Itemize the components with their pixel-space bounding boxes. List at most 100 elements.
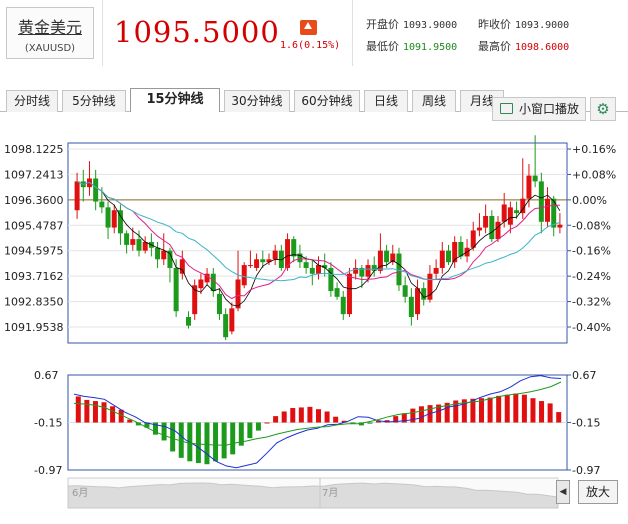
candle-body xyxy=(297,253,303,263)
ma-line-black xyxy=(76,181,561,307)
indicator-bar xyxy=(530,398,536,423)
indicator-bar xyxy=(547,403,553,423)
indicator-bar xyxy=(204,422,210,465)
open-price: 开盘价 1093.9000 xyxy=(366,16,457,32)
tab-intraday[interactable]: 分时线 xyxy=(6,90,58,112)
tab-15min[interactable]: 15分钟线 xyxy=(130,88,220,112)
candle-body xyxy=(167,250,173,268)
candle-body xyxy=(421,288,427,300)
indicator-bar xyxy=(221,422,227,459)
y-right-tick-label: 0.00% xyxy=(572,194,607,207)
candle-body xyxy=(402,285,408,297)
candle-body xyxy=(210,273,216,292)
y-tick-label: 1096.3600 xyxy=(4,194,64,207)
indicator-bar xyxy=(75,396,81,423)
ma-line-magenta xyxy=(76,180,560,300)
nav-left-button[interactable]: ◀ xyxy=(556,480,570,504)
candle-body xyxy=(489,216,495,240)
low-price: 最低价 1091.9500 xyxy=(366,38,457,54)
indicator-bar xyxy=(307,406,313,423)
zoom-button[interactable]: 放大 xyxy=(578,480,618,504)
indicator-bar xyxy=(521,394,527,423)
candle-body xyxy=(415,288,421,315)
open-label: 开盘价 xyxy=(366,18,399,31)
candle-body xyxy=(322,265,328,268)
y-tick-label: 1092.8350 xyxy=(4,296,64,309)
candle-body xyxy=(371,265,377,271)
tab-60min[interactable]: 60分钟线 xyxy=(294,90,360,112)
kline-frame xyxy=(67,142,568,344)
candle-body xyxy=(111,210,117,228)
indicator-line-green xyxy=(73,381,562,446)
candle-body xyxy=(384,250,390,263)
candle-body xyxy=(377,250,383,271)
mini-window-label: 小窗口播放 xyxy=(519,102,580,116)
indicator-bar xyxy=(153,422,158,435)
candle-body xyxy=(396,253,402,286)
indicator-y-tick-label: 0.67 xyxy=(34,369,59,382)
settings-gear-icon[interactable]: ⚙ xyxy=(590,97,616,121)
candle-body xyxy=(427,273,433,300)
prev-label: 昨收价 xyxy=(478,18,511,31)
indicator-y-right-tick-label: -0.15 xyxy=(572,417,600,430)
tab-weekly[interactable]: 周线 xyxy=(412,90,456,112)
y-tick-label: 1094.5975 xyxy=(4,245,64,258)
candle-body xyxy=(532,175,538,182)
instrument-name[interactable]: 黄金美元 xyxy=(17,18,82,37)
instrument-box[interactable]: 黄金美元 (XAUUSD) xyxy=(6,7,94,59)
indicator-chart: 0.67 0.67 -0.15 -0.15 -0.97 -0.97 xyxy=(34,369,600,477)
indicator-bar xyxy=(144,422,150,428)
candle-body xyxy=(142,241,148,251)
indicator-bar xyxy=(504,394,510,423)
indicator-bar xyxy=(316,409,321,423)
ma-line-cyan xyxy=(76,180,561,282)
candle-body xyxy=(452,241,458,263)
candle-body xyxy=(148,241,154,248)
tab-5min[interactable]: 5分钟线 xyxy=(62,90,126,112)
candle-body xyxy=(340,296,346,315)
indicator-bar xyxy=(118,409,124,423)
candle-body xyxy=(538,181,544,222)
candle-body xyxy=(179,259,185,274)
candle-body xyxy=(204,273,210,283)
candle-body xyxy=(93,178,99,202)
candle-body xyxy=(285,239,291,268)
high-label: 最高价 xyxy=(478,40,511,53)
candle-body xyxy=(408,296,414,318)
last-price: 1095.5000 xyxy=(114,15,280,49)
candle-body xyxy=(551,198,557,228)
candle-body xyxy=(526,175,532,199)
price-change: 1.6(0.15%) xyxy=(280,40,341,51)
candle-body xyxy=(433,267,439,274)
indicator-bar xyxy=(247,422,253,439)
indicator-bar xyxy=(556,412,562,423)
candle-body xyxy=(495,221,501,240)
candle-body xyxy=(346,273,352,315)
y-tick-label: 1093.7162 xyxy=(4,270,64,283)
indicator-bar xyxy=(333,416,339,423)
prev-value: 1093.9000 xyxy=(515,20,570,31)
candle-body xyxy=(303,262,309,268)
indicator-bar xyxy=(427,405,433,423)
indicator-y-right-tick-label: -0.97 xyxy=(572,464,600,477)
candle-body xyxy=(464,247,470,257)
candle-body xyxy=(278,250,284,268)
indicator-bar xyxy=(324,411,330,423)
candle-body xyxy=(507,207,513,225)
candle-body xyxy=(476,227,482,231)
tab-30min[interactable]: 30分钟线 xyxy=(224,90,290,112)
open-value: 1093.9000 xyxy=(403,20,458,31)
indicator-bar xyxy=(453,400,459,423)
y-right-tick-label: -0.32% xyxy=(572,296,611,309)
candle-body xyxy=(316,265,321,274)
indicator-bar xyxy=(187,422,193,462)
y-right-tick-label: -0.40% xyxy=(572,321,611,334)
tab-daily[interactable]: 日线 xyxy=(364,90,408,112)
indicator-bar xyxy=(513,393,519,423)
mini-window-button[interactable]: 小窗口播放 xyxy=(492,97,586,121)
candle-body xyxy=(186,317,192,326)
indicator-bar xyxy=(384,420,390,423)
navigator: 6月 7月 xyxy=(67,477,559,509)
candle-body xyxy=(458,241,464,257)
indicator-bar xyxy=(238,422,244,446)
